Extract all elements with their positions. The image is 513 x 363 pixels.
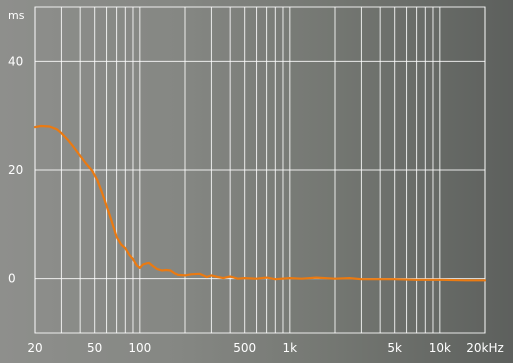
x-tick-label: 5k	[387, 341, 402, 355]
x-tick-label: 20	[27, 341, 42, 355]
grid-layer	[34, 6, 486, 334]
y-tick-label: 0	[8, 272, 16, 286]
label-layer: 40 20 0 20 50 100 500 1k 5k 10k 20kHz	[8, 54, 504, 355]
series-line	[33, 124, 487, 282]
x-tick-label: 20kHz	[466, 341, 504, 355]
x-tick-label: 1k	[283, 341, 298, 355]
plot-frame	[34, 6, 486, 334]
x-tick-label: 50	[87, 341, 102, 355]
series-layer	[33, 124, 487, 282]
x-tick-label: 100	[128, 341, 151, 355]
y-unit-label: ms	[8, 9, 25, 22]
y-tick-label: 40	[8, 54, 23, 68]
x-tick-label: 500	[233, 341, 256, 355]
y-tick-label: 20	[8, 163, 23, 177]
x-tick-label: 10k	[429, 341, 451, 355]
